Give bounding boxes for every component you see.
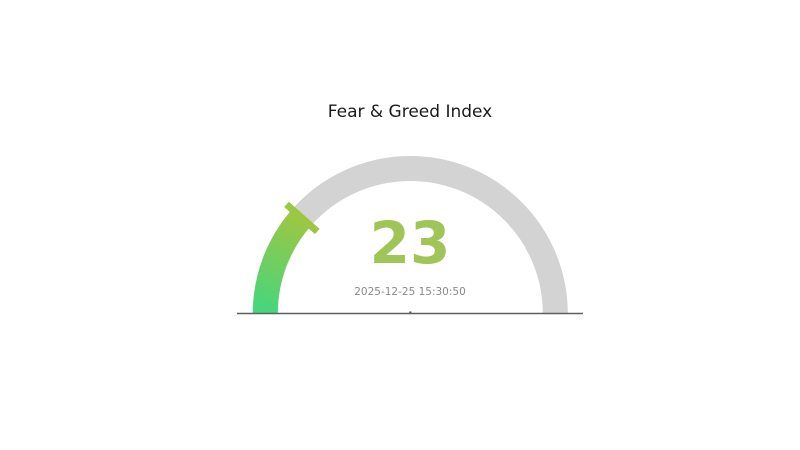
gauge-center-dot [409, 311, 412, 314]
gauge-value: 23 [369, 209, 451, 277]
gauge-value-arc [252, 209, 312, 314]
gauge-timestamp: 2025-12-25 15:30:50 [354, 286, 466, 298]
gauge-pointer-tick [284, 201, 320, 235]
chart-title: Fear & Greed Index [327, 102, 493, 122]
